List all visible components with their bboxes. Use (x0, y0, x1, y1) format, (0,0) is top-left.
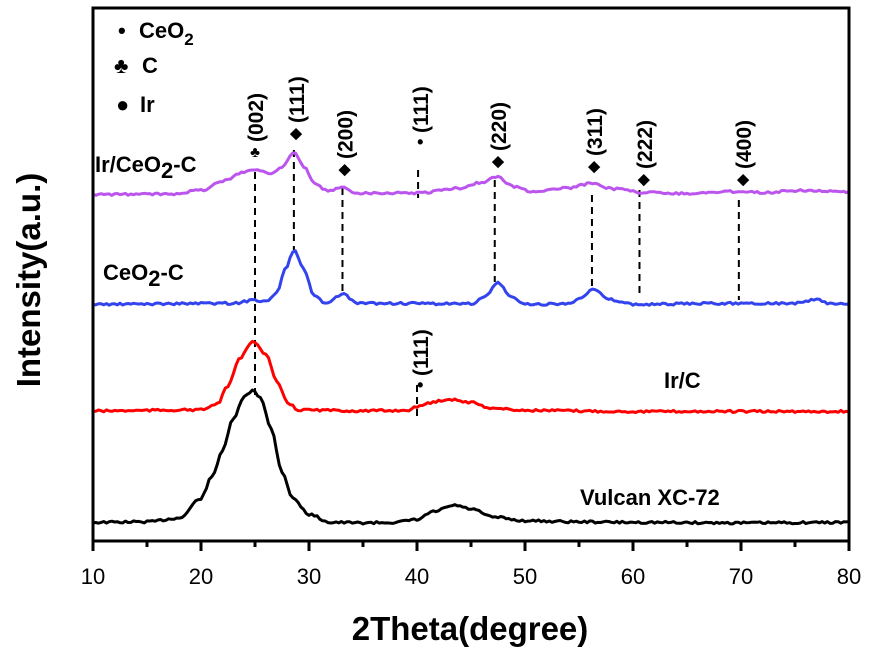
peak-label: (220) (488, 102, 511, 151)
x-tick-label: 50 (513, 564, 537, 589)
legend-label-c: C (142, 53, 158, 78)
x-axis-ticks: 10 20 30 40 50 60 70 80 (81, 541, 861, 589)
peak-label: (400) (733, 120, 756, 169)
plot-frame (91, 6, 851, 543)
peak-label: (311) (584, 108, 607, 156)
legend-symbol-ir: ● (116, 92, 129, 117)
series-line-vulcan-xc-72 (92, 388, 850, 526)
x-axis-title: 2Theta(degree) (352, 610, 589, 647)
x-tick-label: 40 (405, 564, 429, 589)
legend-label-ceo2: CeO2 (139, 18, 194, 49)
peak-marker-ceo2-icon: ◆ (736, 171, 749, 188)
peak-marker-ir-icon: • (417, 132, 423, 152)
peak-label: (002) (245, 93, 268, 142)
series-line-ceo2-c (92, 249, 850, 307)
peak-annotations: ♣(002) ◆(111)◆(200) •(111)◆(220)◆(311)◆(22… (245, 76, 756, 395)
peak-label: (111) (286, 76, 309, 123)
series-label-ceo2-c: CeO2-C (103, 260, 184, 291)
x-tick-label: 80 (837, 564, 861, 589)
legend-symbol-c: ♣ (114, 53, 128, 78)
peak-label: (111) (410, 329, 433, 376)
series-group (92, 151, 850, 526)
peak-marker-ceo2-icon: ◆ (289, 125, 302, 142)
peak-label: (200) (335, 110, 358, 159)
peak-marker-ceo2-icon: ◆ (587, 158, 600, 175)
x-tick-label: 60 (621, 564, 645, 589)
peak-marker-ir-icon: • (417, 375, 423, 395)
reference-lines (254, 150, 740, 420)
series-line-ir-c (92, 339, 850, 414)
series-label-ir-ceo2-c: Ir/CeO2-C (95, 152, 197, 183)
peak-marker-ceo2-icon: ◆ (338, 161, 351, 178)
y-axis-title: Intensity(a.u.) (10, 173, 47, 388)
x-tick-label: 10 (81, 564, 105, 589)
x-tick-label: 20 (189, 564, 213, 589)
series-line-ir-ceo2-c (92, 151, 850, 197)
peak-marker-c-icon: ♣ (250, 144, 260, 161)
peak-marker-ceo2-icon: ◆ (637, 171, 650, 188)
series-label-vulcan: Vulcan XC-72 (580, 485, 720, 510)
peak-label: (222) (634, 120, 657, 169)
x-tick-label: 70 (729, 564, 753, 589)
peak-marker-ceo2-icon: ◆ (491, 153, 504, 170)
legend-label-ir: Ir (140, 92, 155, 117)
legend-symbol-ceo2: • (118, 18, 126, 43)
x-tick-label: 30 (297, 564, 321, 589)
series-label-ir-c: Ir/C (664, 368, 701, 393)
peak-label: (111) (410, 86, 433, 133)
legend: • CeO2 ♣ C ● Ir (114, 18, 194, 117)
